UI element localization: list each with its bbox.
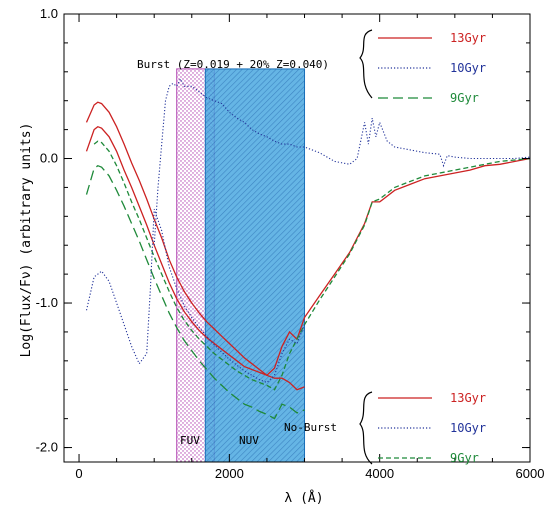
bands [176, 68, 306, 463]
legend-label-burst-9Gyr: 9Gyr [450, 91, 479, 105]
series-line-burst-10Gyr [153, 77, 531, 246]
burst-annotation: Burst (Z=0.019 + 20% Z=0.040) [137, 58, 329, 71]
series-line-noburst-13Gyr [85, 125, 531, 377]
y-tick-label: -1.0 [36, 295, 58, 310]
legend-label-burst-10Gyr: 10Gyr [450, 61, 486, 75]
y-tick-label: -2.0 [36, 440, 58, 455]
nuv-band-label: NUV [239, 434, 259, 447]
legend-label-noburst-10Gyr: 10Gyr [450, 421, 486, 435]
legends: 13Gyr 10Gyr 9Gyr 13Gyr 10Gyr 9Gyr [378, 31, 486, 465]
y-tick-label: 0.0 [40, 151, 58, 166]
series-lines [85, 77, 531, 420]
series-line-noburst-10Gyr [85, 208, 306, 384]
legend-label-noburst-9Gyr: 9Gyr [450, 451, 479, 465]
plot-frame [63, 13, 531, 463]
y-axis-label: Log(Flux/Fν) (arbitrary units) [19, 123, 34, 358]
legend-label-noburst-13Gyr: 13Gyr [450, 391, 486, 405]
x-tick-label: 4000 [365, 466, 394, 481]
series-line-burst-9Gyr [85, 164, 305, 420]
noburst-annotation: No-Burst [284, 421, 337, 434]
x-tick-label: 2000 [215, 466, 244, 481]
legend-label-burst-13Gyr: 13Gyr [450, 31, 486, 45]
series-line-noburst-9Gyr [93, 140, 531, 391]
y-tick-label: 1.0 [40, 6, 58, 21]
x-tick-label: 6000 [516, 466, 545, 481]
fuv-band-label: FUV [180, 434, 200, 447]
x-tick-label: 0 [75, 466, 82, 481]
axis-ticks: 0 2000 4000 6000 1.0 0.0 -1.0 -2.0 [36, 6, 545, 481]
legend-burst-brace-icon [359, 29, 373, 99]
band-nuv [204, 68, 306, 463]
legend-noburst-brace-icon [359, 391, 373, 465]
x-axis-label: λ (Å) [284, 490, 323, 506]
